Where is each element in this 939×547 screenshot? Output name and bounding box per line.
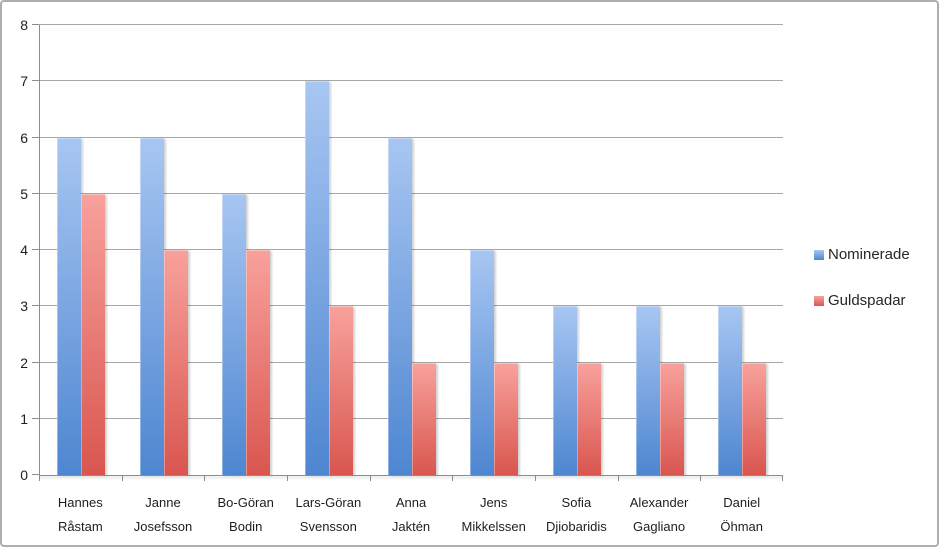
- x-axis-tick: [369, 475, 371, 481]
- y-tick-label-0: 0: [20, 467, 28, 483]
- gridline-y-8: [39, 24, 783, 25]
- y-axis-tick: [32, 249, 39, 250]
- category-label-8: Daniel Öhman: [720, 495, 764, 534]
- category-group-0: [39, 25, 122, 475]
- legend-label-guldspadar: Guldspadar: [828, 291, 906, 309]
- nominerade-bar: [387, 137, 412, 475]
- y-tick-label-6: 6: [20, 129, 28, 146]
- category-label-4: Anna Jaktén: [391, 495, 431, 534]
- category-label-0: Hannes Råstam: [57, 495, 103, 534]
- gridline-y-6: [39, 136, 783, 138]
- nominerade-bar: [222, 193, 247, 475]
- y-tick-label-3: 3: [20, 298, 28, 315]
- category-group-4: [370, 25, 453, 475]
- legend-label-nominerade: Nominerade: [828, 245, 910, 263]
- category-group-5: [452, 25, 535, 475]
- y-axis-tick: [32, 80, 39, 82]
- category-label-1: Janne Josefsson: [133, 495, 193, 534]
- guldspadar-bar: [742, 362, 767, 475]
- x-axis-tick: [534, 475, 536, 481]
- y-axis-tick-labels: 0 1 2 3 4 5 6 7 8: [4, 2, 28, 545]
- category-group-7: [618, 25, 701, 475]
- category-label-5: Jens Mikkelssen: [461, 495, 526, 534]
- x-axis-tick: [452, 475, 454, 481]
- x-axis-tick: [286, 475, 288, 481]
- guldspadar-legend-swatch-icon: [814, 295, 824, 306]
- x-axis-tick: [700, 475, 702, 481]
- nominerade-legend-swatch-icon: [814, 249, 824, 260]
- y-tick-label-7: 7: [20, 73, 28, 90]
- category-group-3: [287, 25, 370, 475]
- bar-groups: [39, 25, 783, 475]
- y-axis-tick: [32, 136, 39, 138]
- legend-item-nominerade: Nominerade: [814, 244, 910, 264]
- gridline-y-7: [39, 80, 783, 82]
- guldspadar-bar: [246, 250, 271, 475]
- category-label-6: Sofia Djiobaridis: [546, 495, 607, 534]
- category-group-1: [122, 25, 205, 475]
- nominerade-bar: [635, 306, 660, 475]
- plot-area: [32, 24, 783, 481]
- y-axis-tick: [32, 474, 39, 475]
- legend: Nominerade Guldspadar: [814, 244, 910, 336]
- x-axis-tick: [121, 475, 123, 481]
- y-tick-label-5: 5: [20, 185, 28, 202]
- guldspadar-bar: [577, 362, 601, 475]
- y-axis-tick: [32, 361, 39, 363]
- nominerade-bar: [57, 137, 81, 475]
- x-axis-tick: [39, 475, 40, 481]
- y-axis-tick: [32, 192, 39, 194]
- nominerade-bar: [470, 250, 495, 475]
- category-label-2: Bo-Göran Bodin: [217, 495, 274, 534]
- category-group-2: [204, 25, 287, 475]
- nominerade-bar: [305, 81, 329, 475]
- category-group-6: [535, 25, 618, 475]
- guldspadar-bar: [329, 306, 353, 475]
- y-tick-label-2: 2: [20, 354, 28, 371]
- nominerade-bar: [718, 306, 743, 475]
- y-tick-label-1: 1: [20, 410, 28, 427]
- y-tick-label-4: 4: [20, 242, 28, 258]
- y-tick-label-8: 8: [20, 17, 28, 33]
- category-label-3: Lars-Göran Svensson: [295, 495, 362, 534]
- legend-item-guldspadar: Guldspadar: [814, 290, 910, 310]
- category-label-7: Alexander Gagliano: [629, 495, 689, 534]
- x-axis-category-labels: Hannes Råstam Janne Josefsson Bo-Göran Bod…: [39, 491, 783, 539]
- y-axis-tick: [32, 305, 39, 307]
- guldspadar-bar: [494, 362, 519, 475]
- category-group-8: [700, 25, 783, 475]
- y-axis-tick: [32, 417, 39, 419]
- x-axis-line: [39, 475, 783, 476]
- x-axis-tick: [617, 475, 619, 481]
- nominerade-bar: [553, 306, 578, 475]
- y-axis-line: [39, 25, 40, 475]
- y-axis-tick: [32, 24, 39, 25]
- x-axis-tick: [782, 475, 783, 481]
- guldspadar-bar: [659, 362, 684, 475]
- guldspadar-bar: [80, 193, 105, 475]
- x-axis-tick: [204, 475, 206, 481]
- nominerade-bar: [139, 137, 164, 475]
- guldspadar-bar: [163, 250, 188, 475]
- guldspadar-bar: [411, 362, 436, 475]
